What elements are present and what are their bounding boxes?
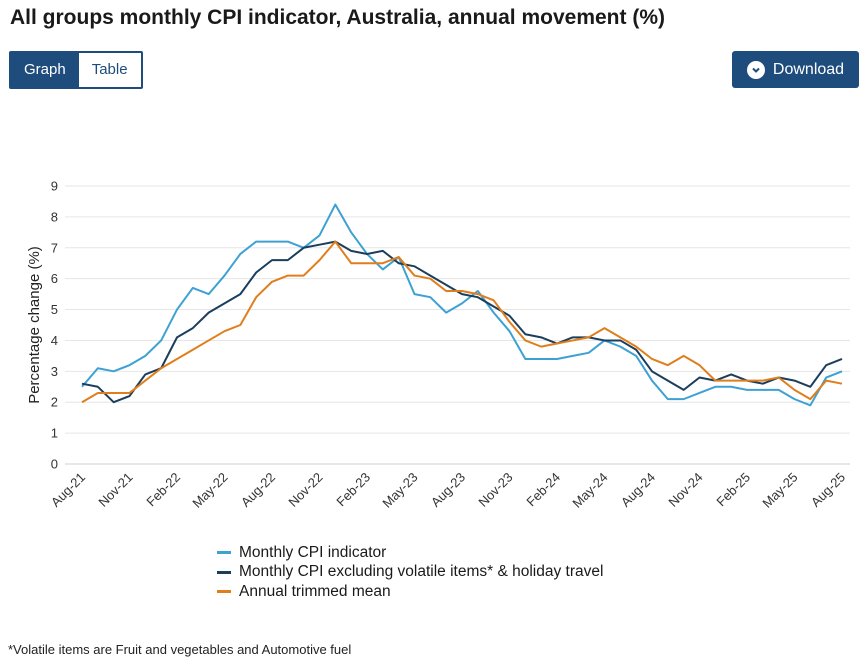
x-tick-label: Aug-24: [618, 470, 658, 510]
chart-series: [81, 203, 843, 407]
y-tick-label: 4: [51, 333, 58, 348]
legend-item[interactable]: Monthly CPI indicator: [217, 543, 603, 563]
x-tick-label: Feb-24: [523, 470, 563, 510]
footnote: *Volatile items are Fruit and vegetables…: [8, 642, 352, 657]
legend-label: Annual trimmed mean: [239, 582, 391, 600]
series-line-1: [81, 203, 843, 407]
tab-table[interactable]: Table: [78, 53, 141, 87]
x-tick-label: Feb-23: [333, 470, 373, 510]
legend-swatch: [217, 570, 231, 574]
page-title: All groups monthly CPI indicator, Austra…: [10, 6, 665, 29]
chart-grid: [65, 185, 850, 465]
legend-item[interactable]: Monthly CPI excluding volatile items* & …: [217, 563, 603, 583]
x-axis-ticks: Aug-21 Nov-21 Feb-22 May-22 Aug-22 Nov-22 Feb-…: [48, 470, 848, 511]
x-tick-label: Aug-23: [428, 470, 468, 510]
legend-label: Monthly CPI indicator: [239, 543, 387, 561]
chevron-down-icon: [746, 60, 765, 79]
y-tick-label: 8: [51, 209, 58, 224]
x-tick-label: May-24: [569, 470, 610, 511]
x-tick-label: Aug-21: [48, 470, 88, 510]
tab-graph[interactable]: Graph: [11, 53, 79, 87]
x-tick-label: Nov-24: [665, 470, 705, 510]
x-tick-label: Aug-22: [238, 470, 278, 510]
download-label: Download: [772, 60, 845, 78]
y-tick-label: 6: [51, 271, 58, 286]
x-tick-label: Nov-23: [475, 470, 515, 510]
y-tick-label: 9: [51, 179, 58, 194]
series-line-2: [81, 240, 843, 404]
y-tick-label: 1: [51, 426, 58, 441]
legend-label: Monthly CPI excluding volatile items* & …: [239, 563, 604, 581]
x-tick-label: Aug-25: [808, 470, 848, 510]
x-tick-label: Nov-22: [285, 470, 325, 510]
y-tick-label: 2: [51, 395, 58, 410]
y-tick-label: 5: [51, 302, 58, 317]
y-tick-label: 7: [51, 240, 58, 255]
legend-item[interactable]: Annual trimmed mean: [217, 582, 603, 602]
view-toggle: Graph Table: [9, 51, 143, 89]
x-tick-label: May-23: [379, 470, 420, 511]
x-tick-label: Nov-21: [95, 470, 135, 510]
series-line-3: [81, 240, 843, 404]
x-tick-label: Feb-25: [713, 470, 753, 510]
x-tick-label: Feb-22: [143, 470, 183, 510]
x-tick-label: May-22: [189, 470, 230, 511]
legend-swatch: [217, 551, 231, 555]
y-tick-label: 0: [51, 457, 58, 472]
legend-swatch: [217, 590, 231, 594]
chart-legend: Monthly CPI indicator Monthly CPI exclud…: [217, 543, 603, 602]
x-tick-label: May-25: [759, 470, 800, 511]
y-axis-ticks: 0 1 2 3 4 5 6 7 8 9: [51, 179, 58, 472]
y-axis-label: Percentage change (%): [26, 246, 43, 404]
download-button[interactable]: Download: [732, 51, 859, 88]
y-tick-label: 3: [51, 364, 58, 379]
